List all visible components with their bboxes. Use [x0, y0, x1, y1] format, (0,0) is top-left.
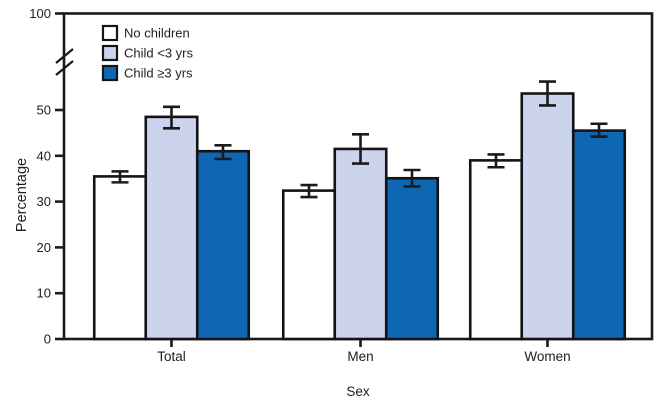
x-axis-category-label: Men — [347, 349, 373, 364]
y-axis-tick-label: 40 — [37, 148, 51, 163]
y-axis-tick-label: 50 — [37, 103, 51, 118]
y-axis-tick-label: 20 — [37, 240, 51, 255]
axis-break-slash — [55, 60, 74, 76]
axis-break-slash — [55, 48, 74, 64]
y-axis-tick-label: 10 — [37, 286, 51, 301]
y-axis-tick-label: 30 — [37, 194, 51, 209]
x-axis-category-label: Total — [157, 349, 186, 364]
bar-no-children-total — [92, 175, 148, 341]
legend-swatch — [101, 24, 119, 42]
legend-swatch — [101, 44, 119, 62]
legend-swatch — [101, 64, 119, 82]
bar-child-3-yrs-men — [333, 147, 388, 341]
bar-child-3-yrs-women — [571, 129, 627, 341]
y-axis-tick-label: 0 — [44, 332, 51, 347]
x-axis-title: Sex — [346, 384, 370, 399]
bar-no-children-women — [468, 159, 524, 341]
y-axis-title: Percentage — [14, 158, 30, 232]
bar-child-3-yrs-total — [144, 115, 199, 341]
legend-label: Child ≥3 yrs — [124, 66, 193, 81]
bar-child-3-yrs-men — [384, 176, 440, 341]
bar-no-children-men — [281, 189, 337, 341]
y-axis-tick-label: 100 — [29, 6, 51, 21]
legend-label: No children — [124, 26, 190, 41]
bar-child-3-yrs-women — [520, 92, 575, 341]
legend-label: Child <3 yrs — [124, 46, 193, 61]
bar-child-3-yrs-total — [195, 149, 251, 341]
x-axis-category-label: Women — [524, 349, 570, 364]
